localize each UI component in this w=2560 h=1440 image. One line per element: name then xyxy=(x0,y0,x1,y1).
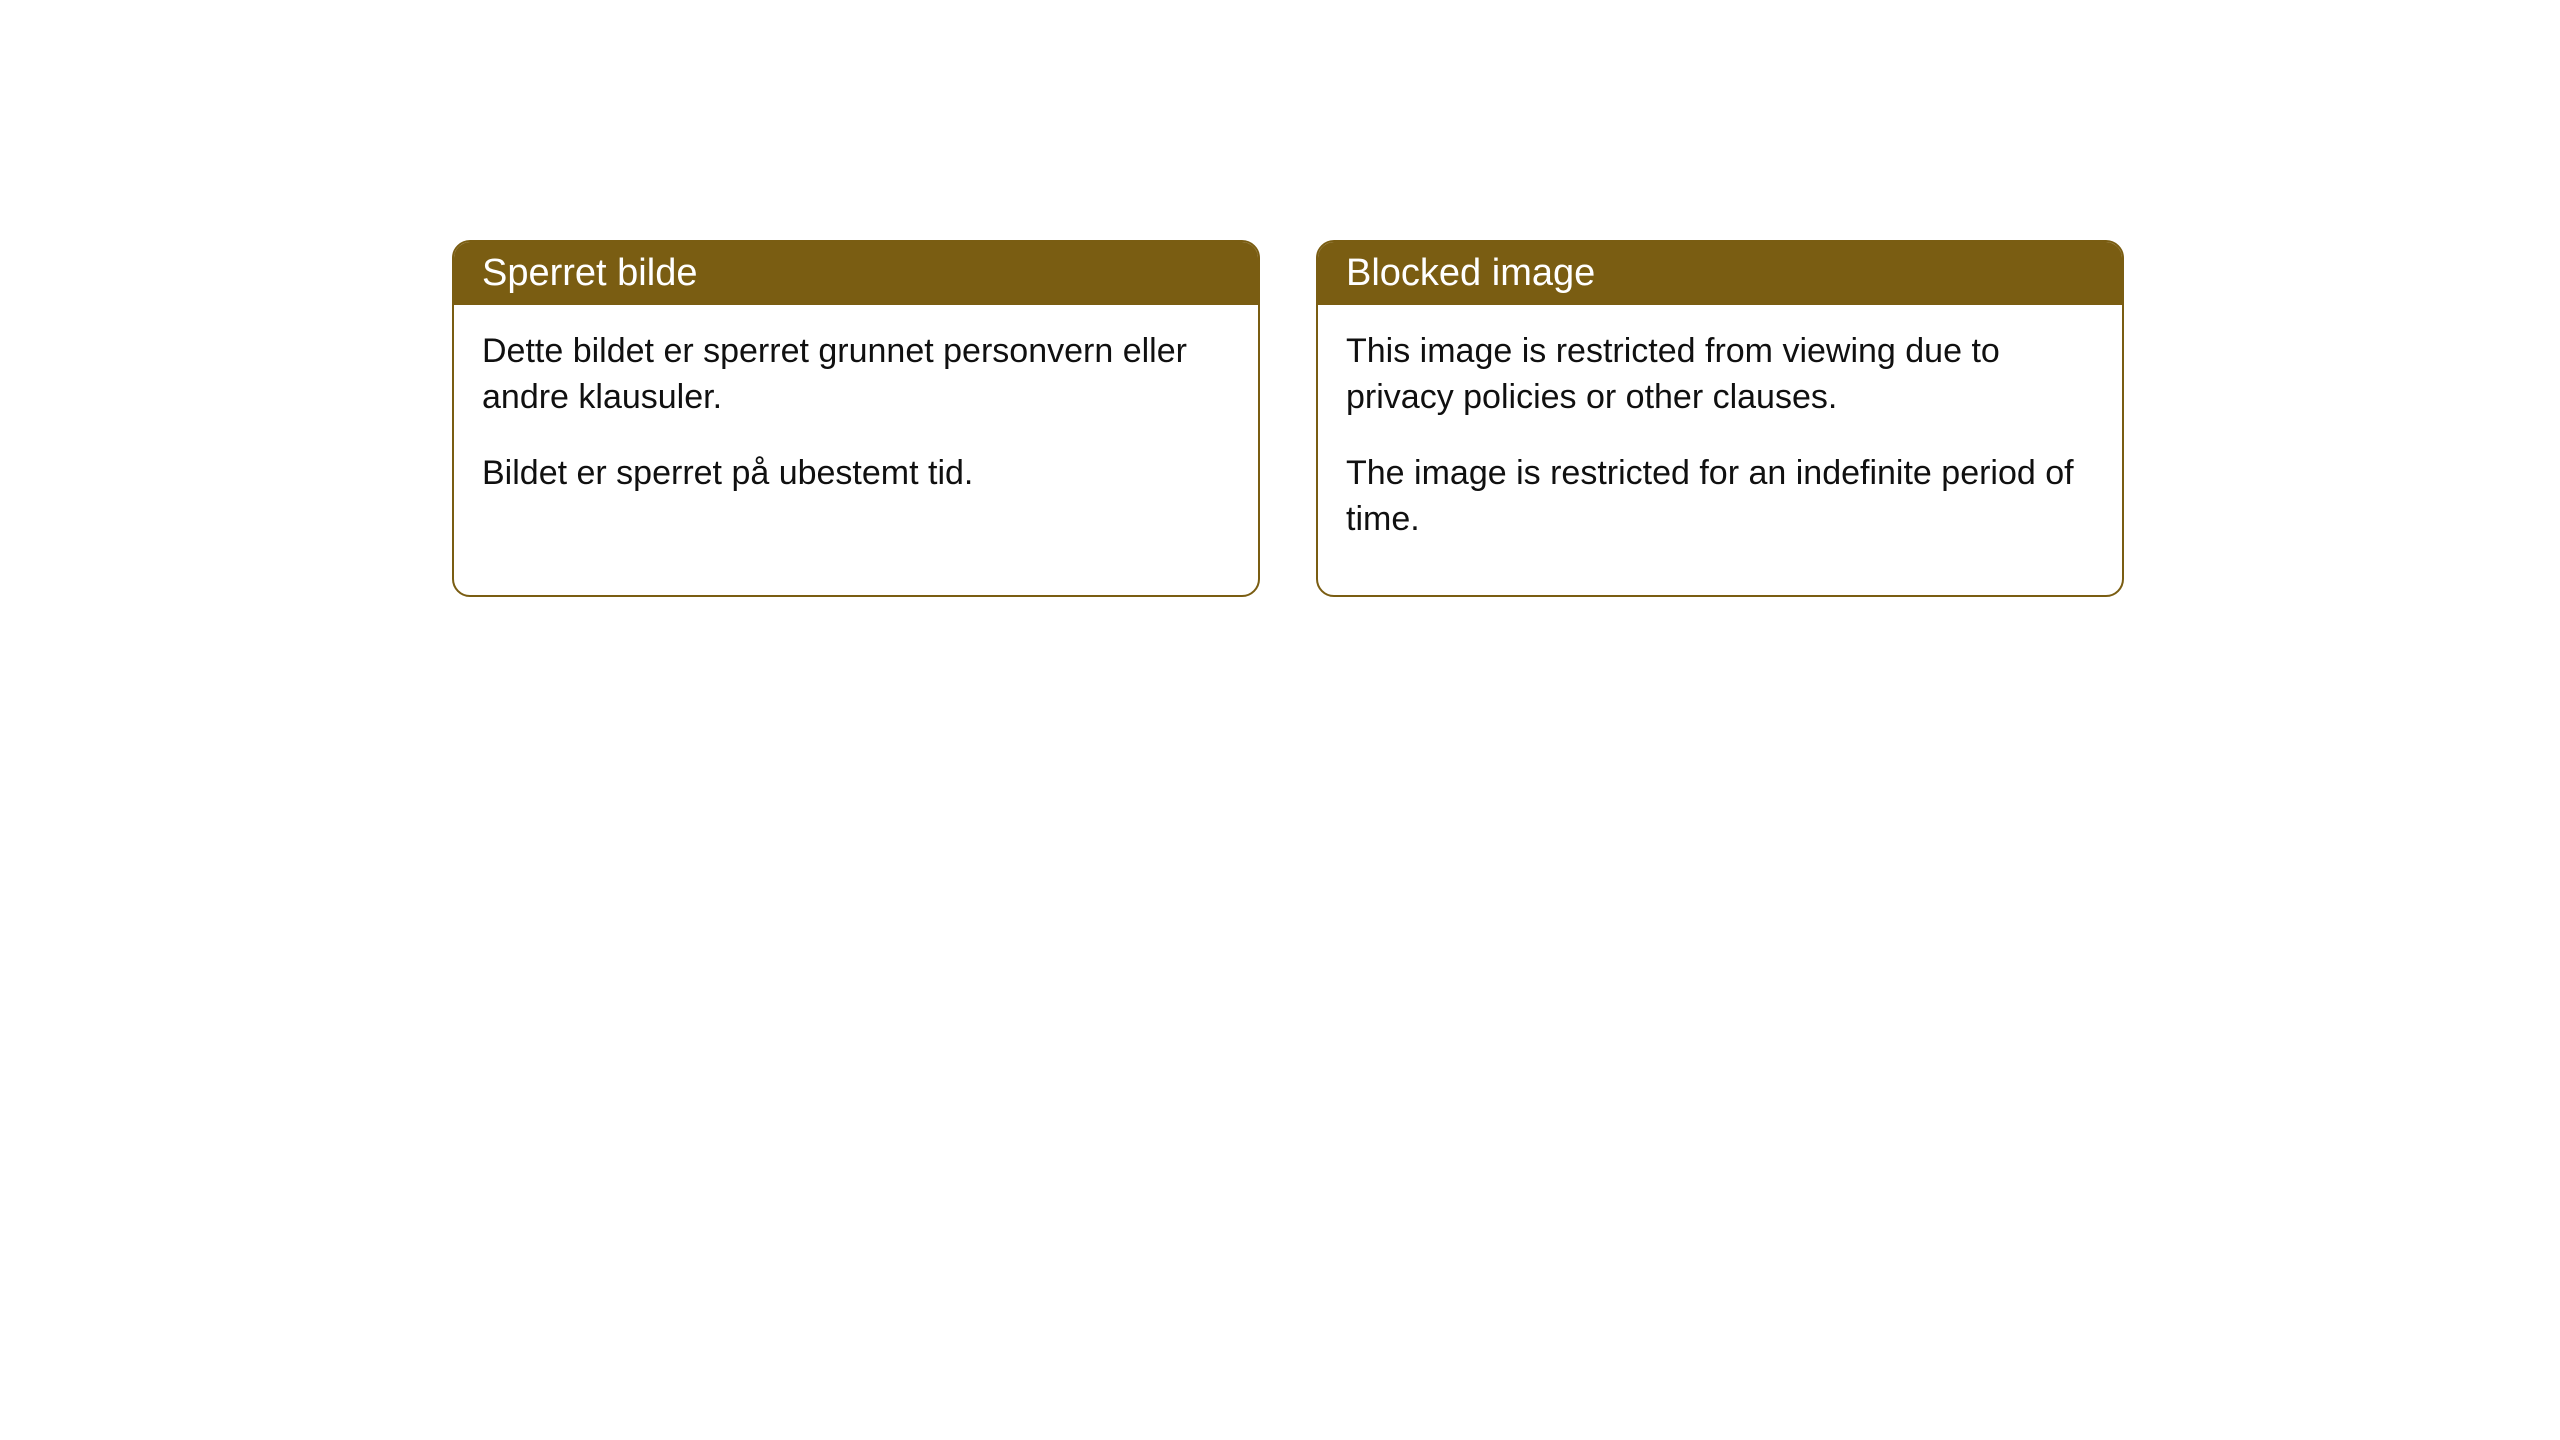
notice-header-english: Blocked image xyxy=(1318,242,2122,305)
notice-text-2: The image is restricted for an indefinit… xyxy=(1346,451,2094,543)
notice-body-english: This image is restricted from viewing du… xyxy=(1318,305,2122,595)
notice-container: Sperret bilde Dette bildet er sperret gr… xyxy=(452,240,2124,597)
notice-text-2: Bildet er sperret på ubestemt tid. xyxy=(482,451,1230,497)
notice-card-english: Blocked image This image is restricted f… xyxy=(1316,240,2124,597)
notice-card-norwegian: Sperret bilde Dette bildet er sperret gr… xyxy=(452,240,1260,597)
notice-header-norwegian: Sperret bilde xyxy=(454,242,1258,305)
notice-text-1: Dette bildet er sperret grunnet personve… xyxy=(482,329,1230,421)
notice-body-norwegian: Dette bildet er sperret grunnet personve… xyxy=(454,305,1258,549)
notice-text-1: This image is restricted from viewing du… xyxy=(1346,329,2094,421)
